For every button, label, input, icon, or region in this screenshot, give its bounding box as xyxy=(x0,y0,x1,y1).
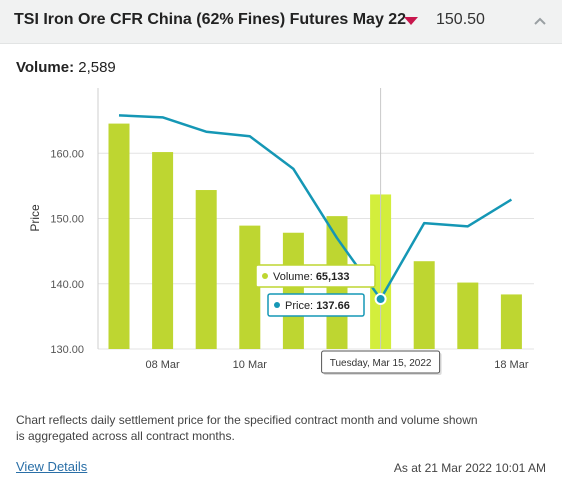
volume-tooltip-dot xyxy=(262,273,268,279)
x-tick-label: 08 Mar xyxy=(145,359,180,371)
volume-bar xyxy=(108,123,130,349)
as-at-timestamp: As at 21 Mar 2022 10:01 AM xyxy=(393,461,546,475)
view-details-link[interactable]: View Details xyxy=(16,459,88,474)
last-price: 150.50 xyxy=(436,11,485,28)
date-tooltip-text: Tuesday, Mar 15, 2022 xyxy=(330,358,432,369)
y-tick-label: 160.00 xyxy=(50,148,84,160)
price-down-icon xyxy=(404,17,418,25)
volume-value: 2,589 xyxy=(78,59,116,76)
price-tooltip-box xyxy=(267,293,365,317)
chart-footnote: Chart reflects daily settlement price fo… xyxy=(16,413,478,443)
y-tick-label: 140.00 xyxy=(50,279,84,291)
price-volume-chart[interactable]: 130.00 140.00 150.00 160.00 Price 08 Mar 10 Ma… xyxy=(0,80,562,380)
volume-bar xyxy=(195,190,217,349)
x-tick-label: 10 Mar xyxy=(233,359,268,371)
volume-bar xyxy=(152,152,174,349)
date-tooltip-box xyxy=(321,350,441,374)
volume-tooltip-box xyxy=(255,264,376,288)
volume-bar xyxy=(457,282,479,349)
x-tick-label: 18 Mar xyxy=(494,359,529,371)
y-axis-title: Price xyxy=(28,204,42,232)
price-line xyxy=(118,114,513,301)
volume-bar xyxy=(282,232,304,349)
volume-label: Volume: xyxy=(16,59,75,76)
volume-bar xyxy=(500,294,522,349)
volume-tooltip-text: Volume: 65,133 xyxy=(273,271,349,283)
contract-title: TSI Iron Ore CFR China (62% Fines) Futur… xyxy=(14,11,407,28)
volume-summary: Volume: 2,589 xyxy=(16,59,116,76)
price-tooltip-text: Price: 137.66 xyxy=(285,300,350,312)
quote-header: TSI Iron Ore CFR China (62% Fines) Futur… xyxy=(0,0,562,44)
price-tooltip-dot xyxy=(274,302,280,308)
y-tick-label: 150.00 xyxy=(50,214,84,226)
chevron-up-icon[interactable] xyxy=(532,13,548,29)
volume-bar xyxy=(413,261,435,349)
y-tick-label: 130.00 xyxy=(50,344,84,356)
volume-bar xyxy=(239,225,261,349)
price-point-marker xyxy=(374,293,387,306)
